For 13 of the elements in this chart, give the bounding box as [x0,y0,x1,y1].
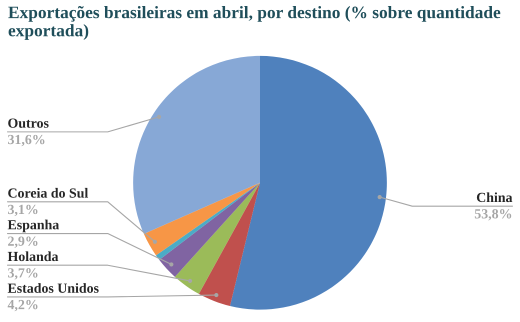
data-label: 3,7% [8,268,38,280]
data-label: 31,6% [8,134,44,146]
slice-label: Espanha [8,220,60,232]
slice-label: Holanda [8,251,58,262]
data-label: 53,8% [474,209,512,221]
data-label: 4,2% [8,300,38,312]
data-label: 2,9% [8,236,38,248]
slice-label: Coreia do Sul [8,188,88,198]
slice-label: China [476,192,512,202]
data-label: 3,1% [8,204,38,216]
slice-label: Estados Unidos [8,283,99,293]
chart-title: Exportações brasileiras em abril, por destino (% sobre quantidade exportada) [8,6,500,40]
slice-label: Outros [8,118,49,128]
